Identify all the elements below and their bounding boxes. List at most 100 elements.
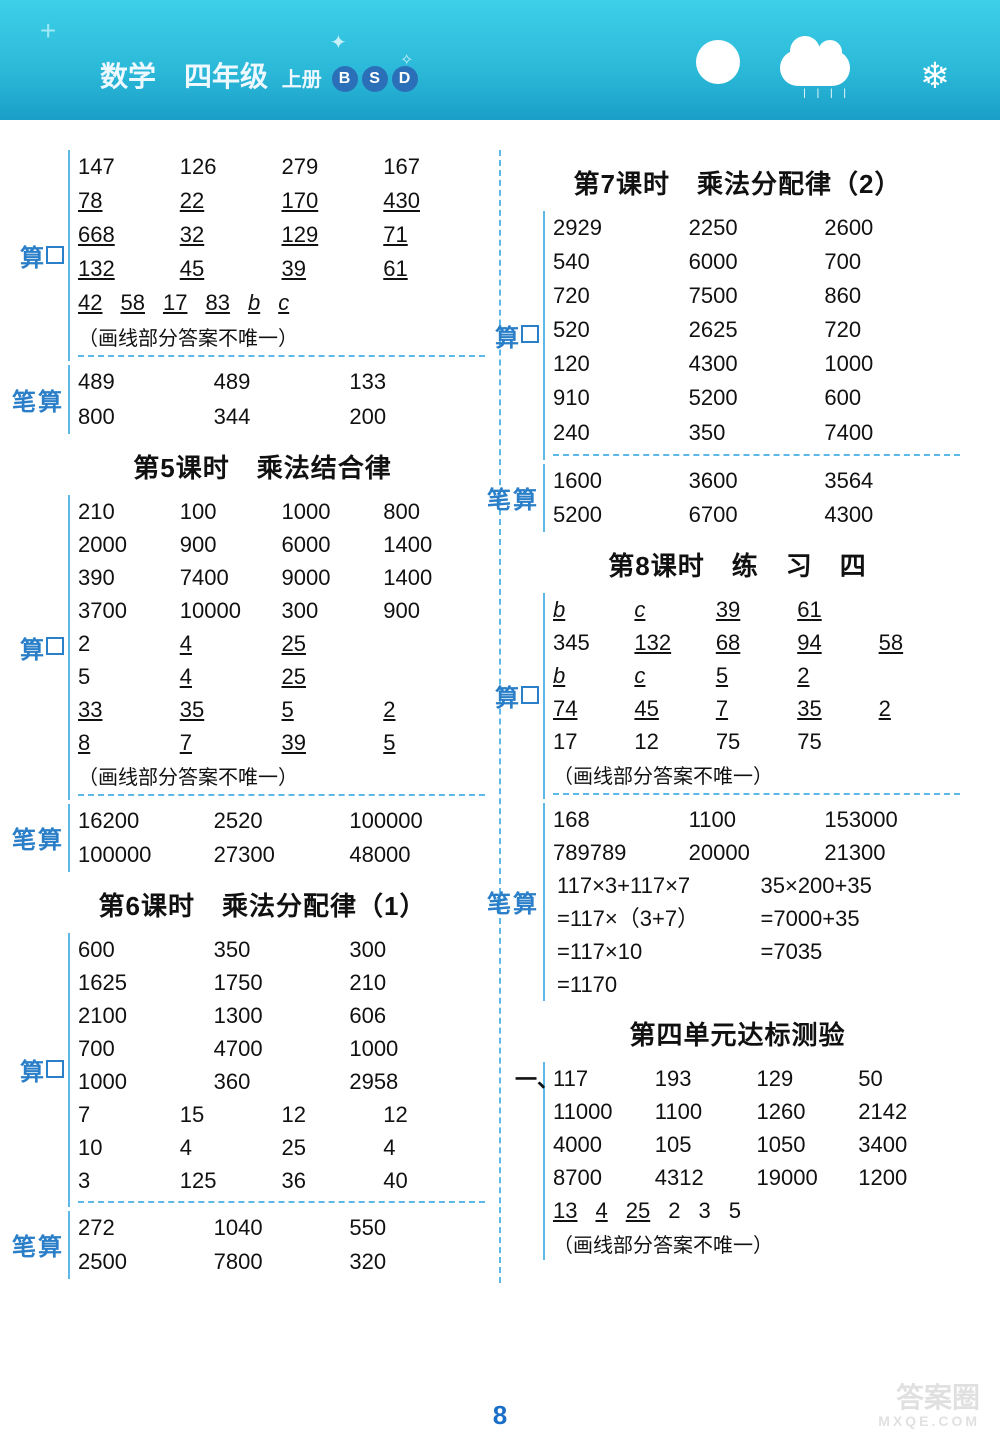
row: 1681100153000 xyxy=(553,803,960,836)
cell: 360 xyxy=(214,1065,350,1098)
cell: 16200 xyxy=(78,804,214,838)
cell: 900 xyxy=(383,594,485,627)
cell: 1750 xyxy=(214,966,350,999)
cell: 279 xyxy=(282,150,384,184)
cell: 132 xyxy=(78,252,180,286)
row: 87395 xyxy=(78,726,485,759)
row: 7151212 xyxy=(78,1098,485,1131)
left-column: 算 14712627916778221704306683212971132453… xyxy=(30,150,495,1283)
cell: 42 xyxy=(78,286,102,320)
cell: 61 xyxy=(383,252,485,286)
cell: 39 xyxy=(282,726,384,759)
row: 6683212971 xyxy=(78,218,485,252)
row: 7822170430 xyxy=(78,184,485,218)
grid: 1171931295011000110012602142400010510503… xyxy=(553,1062,960,1260)
cell: 8 xyxy=(78,726,180,759)
cell: 13 xyxy=(553,1194,577,1227)
cell: 5 xyxy=(282,693,384,726)
label-kousuan: 算 xyxy=(40,150,70,361)
cell: 48000 xyxy=(349,838,485,872)
equation-row: =1170 xyxy=(553,968,960,1001)
row: 489489133 xyxy=(78,365,485,399)
cell: 193 xyxy=(655,1062,757,1095)
cell: 800 xyxy=(383,495,485,528)
cell: 789789 xyxy=(553,836,689,869)
cell: 1100 xyxy=(689,803,825,836)
cell: 600 xyxy=(78,933,214,966)
row: 21001300606 xyxy=(78,999,485,1032)
row: 5406000700 xyxy=(553,245,960,279)
unit4-one: 一、 1171931295011000110012602142400010510… xyxy=(515,1062,960,1260)
cell: 7 xyxy=(78,1098,180,1131)
cell: 4300 xyxy=(824,498,960,532)
cell: 600 xyxy=(824,381,960,415)
cell: 300 xyxy=(282,594,384,627)
watermark-line2: MXQE.COM xyxy=(878,1414,980,1429)
note: （画线部分答案不唯一） xyxy=(78,761,485,790)
cell: 45 xyxy=(634,692,715,725)
row: 390740090001400 xyxy=(78,561,485,594)
deco-star-icon: ✦ xyxy=(330,30,347,55)
row: 1000002730048000 xyxy=(78,838,485,872)
cell: 668 xyxy=(78,218,180,252)
label-bisuan: 笔算 xyxy=(40,365,70,433)
cell: 3 xyxy=(78,1164,180,1197)
cell: 1100 xyxy=(655,1095,757,1128)
cell: 39 xyxy=(716,593,797,626)
badge-b: B xyxy=(332,66,358,92)
grid: 1620025201000001000002730048000 xyxy=(78,804,485,872)
cell: 5 xyxy=(716,659,797,692)
cell: 4 xyxy=(595,1194,607,1227)
cell: 520 xyxy=(553,313,689,347)
cell: 125 xyxy=(180,1164,282,1197)
row: 2403507400 xyxy=(553,416,960,450)
cell: 5 xyxy=(383,726,485,759)
cell: 2625 xyxy=(689,313,825,347)
square-icon xyxy=(46,637,64,655)
cell: 167 xyxy=(383,150,485,184)
cell: 35 xyxy=(797,692,878,725)
row: 25007800320 xyxy=(78,1245,485,1279)
cell: 94 xyxy=(797,626,878,659)
label-kousuan: 算 xyxy=(515,211,545,460)
grid: 2929225026005406000700720750086052026257… xyxy=(553,211,960,460)
square-icon xyxy=(521,325,539,343)
block5-kou: 算 21010010008002000900600014003907400900… xyxy=(40,495,485,800)
equation-row: 117×3+117×735×200+35 xyxy=(553,869,960,902)
cell: 17 xyxy=(553,725,634,758)
cell: 2 xyxy=(879,692,960,725)
cell: =7035 xyxy=(757,935,961,968)
grid: 2101001000800200090060001400390740090001… xyxy=(78,495,485,800)
cell: 800 xyxy=(78,400,214,434)
page-number: 8 xyxy=(493,1400,507,1431)
row: 292922502600 xyxy=(553,211,960,245)
block5-bi: 笔算 1620025201000001000002730048000 xyxy=(40,804,485,872)
cell: 27300 xyxy=(214,838,350,872)
section7-title: 第7课时 乘法分配律（2） xyxy=(515,164,960,201)
cell: 21300 xyxy=(824,836,960,869)
block8-bi: 笔算 16811001530007897892000021300117×3+11… xyxy=(515,803,960,1001)
cell: 7800 xyxy=(214,1245,350,1279)
badge-s: S xyxy=(362,66,388,92)
row: 104254 xyxy=(78,1131,485,1164)
cell: 7 xyxy=(716,692,797,725)
cell: 6000 xyxy=(282,528,384,561)
deco-plus-icon: + xyxy=(40,15,56,47)
row: 520067004300 xyxy=(553,498,960,532)
grid: 489489133800344200 xyxy=(78,365,485,433)
cell: 25 xyxy=(282,1131,384,1164)
label-bisuan: 笔算 xyxy=(40,1211,70,1279)
cell: 540 xyxy=(553,245,689,279)
cell: 1400 xyxy=(383,528,485,561)
cell: 129 xyxy=(757,1062,859,1095)
cell: 74 xyxy=(553,692,634,725)
cell: 20000 xyxy=(689,836,825,869)
cell: 36 xyxy=(282,1164,384,1197)
rain-icon: | | | | xyxy=(803,88,850,99)
cell: 320 xyxy=(349,1245,485,1279)
row: 600350300 xyxy=(78,933,485,966)
cell: 120 xyxy=(553,347,689,381)
cell: 3 xyxy=(698,1194,710,1227)
row: 87004312190001200 xyxy=(553,1161,960,1194)
cell xyxy=(383,627,485,660)
